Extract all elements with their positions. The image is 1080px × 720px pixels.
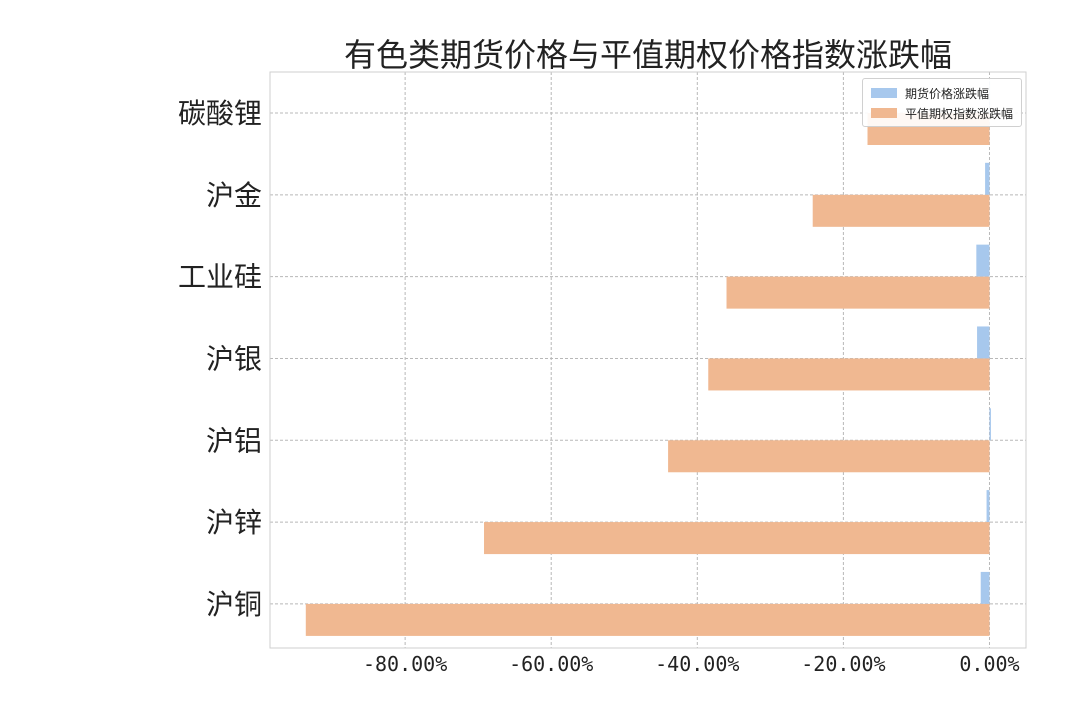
y-tick-label: 沪金	[206, 179, 262, 212]
y-tick-label: 工业硅	[178, 261, 262, 294]
options-bar	[812, 194, 990, 227]
y-tick-label: 沪锌	[206, 506, 262, 539]
futures-bar	[976, 244, 990, 277]
x-tick-label: -40.00%	[655, 652, 739, 676]
options-bar	[726, 276, 990, 309]
legend-item-futures: 期货价格涨跌幅	[870, 83, 1013, 103]
y-tick-label: 沪铜	[206, 588, 262, 621]
x-tick-label: -80.00%	[363, 652, 447, 676]
options-bar	[708, 358, 990, 391]
legend-swatch-options	[870, 108, 897, 118]
options-bar	[484, 522, 990, 555]
futures-bar	[986, 490, 990, 523]
y-tick-label: 碳酸锂	[178, 97, 262, 130]
legend-swatch-futures	[870, 88, 897, 98]
x-tick-label: -60.00%	[509, 652, 593, 676]
legend-label-options: 平值期权指数涨跌幅	[904, 106, 1013, 121]
futures-bar	[985, 162, 990, 195]
legend-item-options: 平值期权指数涨跌幅	[870, 103, 1013, 123]
legend-label-futures: 期货价格涨跌幅	[904, 86, 989, 101]
options-bar	[668, 440, 990, 473]
plot-frame	[269, 71, 1027, 649]
y-tick-label: 沪铝	[206, 424, 262, 457]
chart-legend: 期货价格涨跌幅 平值期权指数涨跌幅	[861, 78, 1022, 127]
futures-bar	[977, 326, 990, 359]
futures-bar	[989, 408, 991, 441]
options-bar	[305, 603, 990, 636]
x-tick-label: 0.00%	[959, 652, 1019, 676]
futures-bar	[980, 571, 990, 604]
x-tick-label: -20.00%	[801, 652, 885, 676]
y-tick-label: 沪银	[206, 342, 262, 375]
chart-title: 有色类期货价格与平值期权价格指数涨跌幅	[343, 36, 952, 74]
